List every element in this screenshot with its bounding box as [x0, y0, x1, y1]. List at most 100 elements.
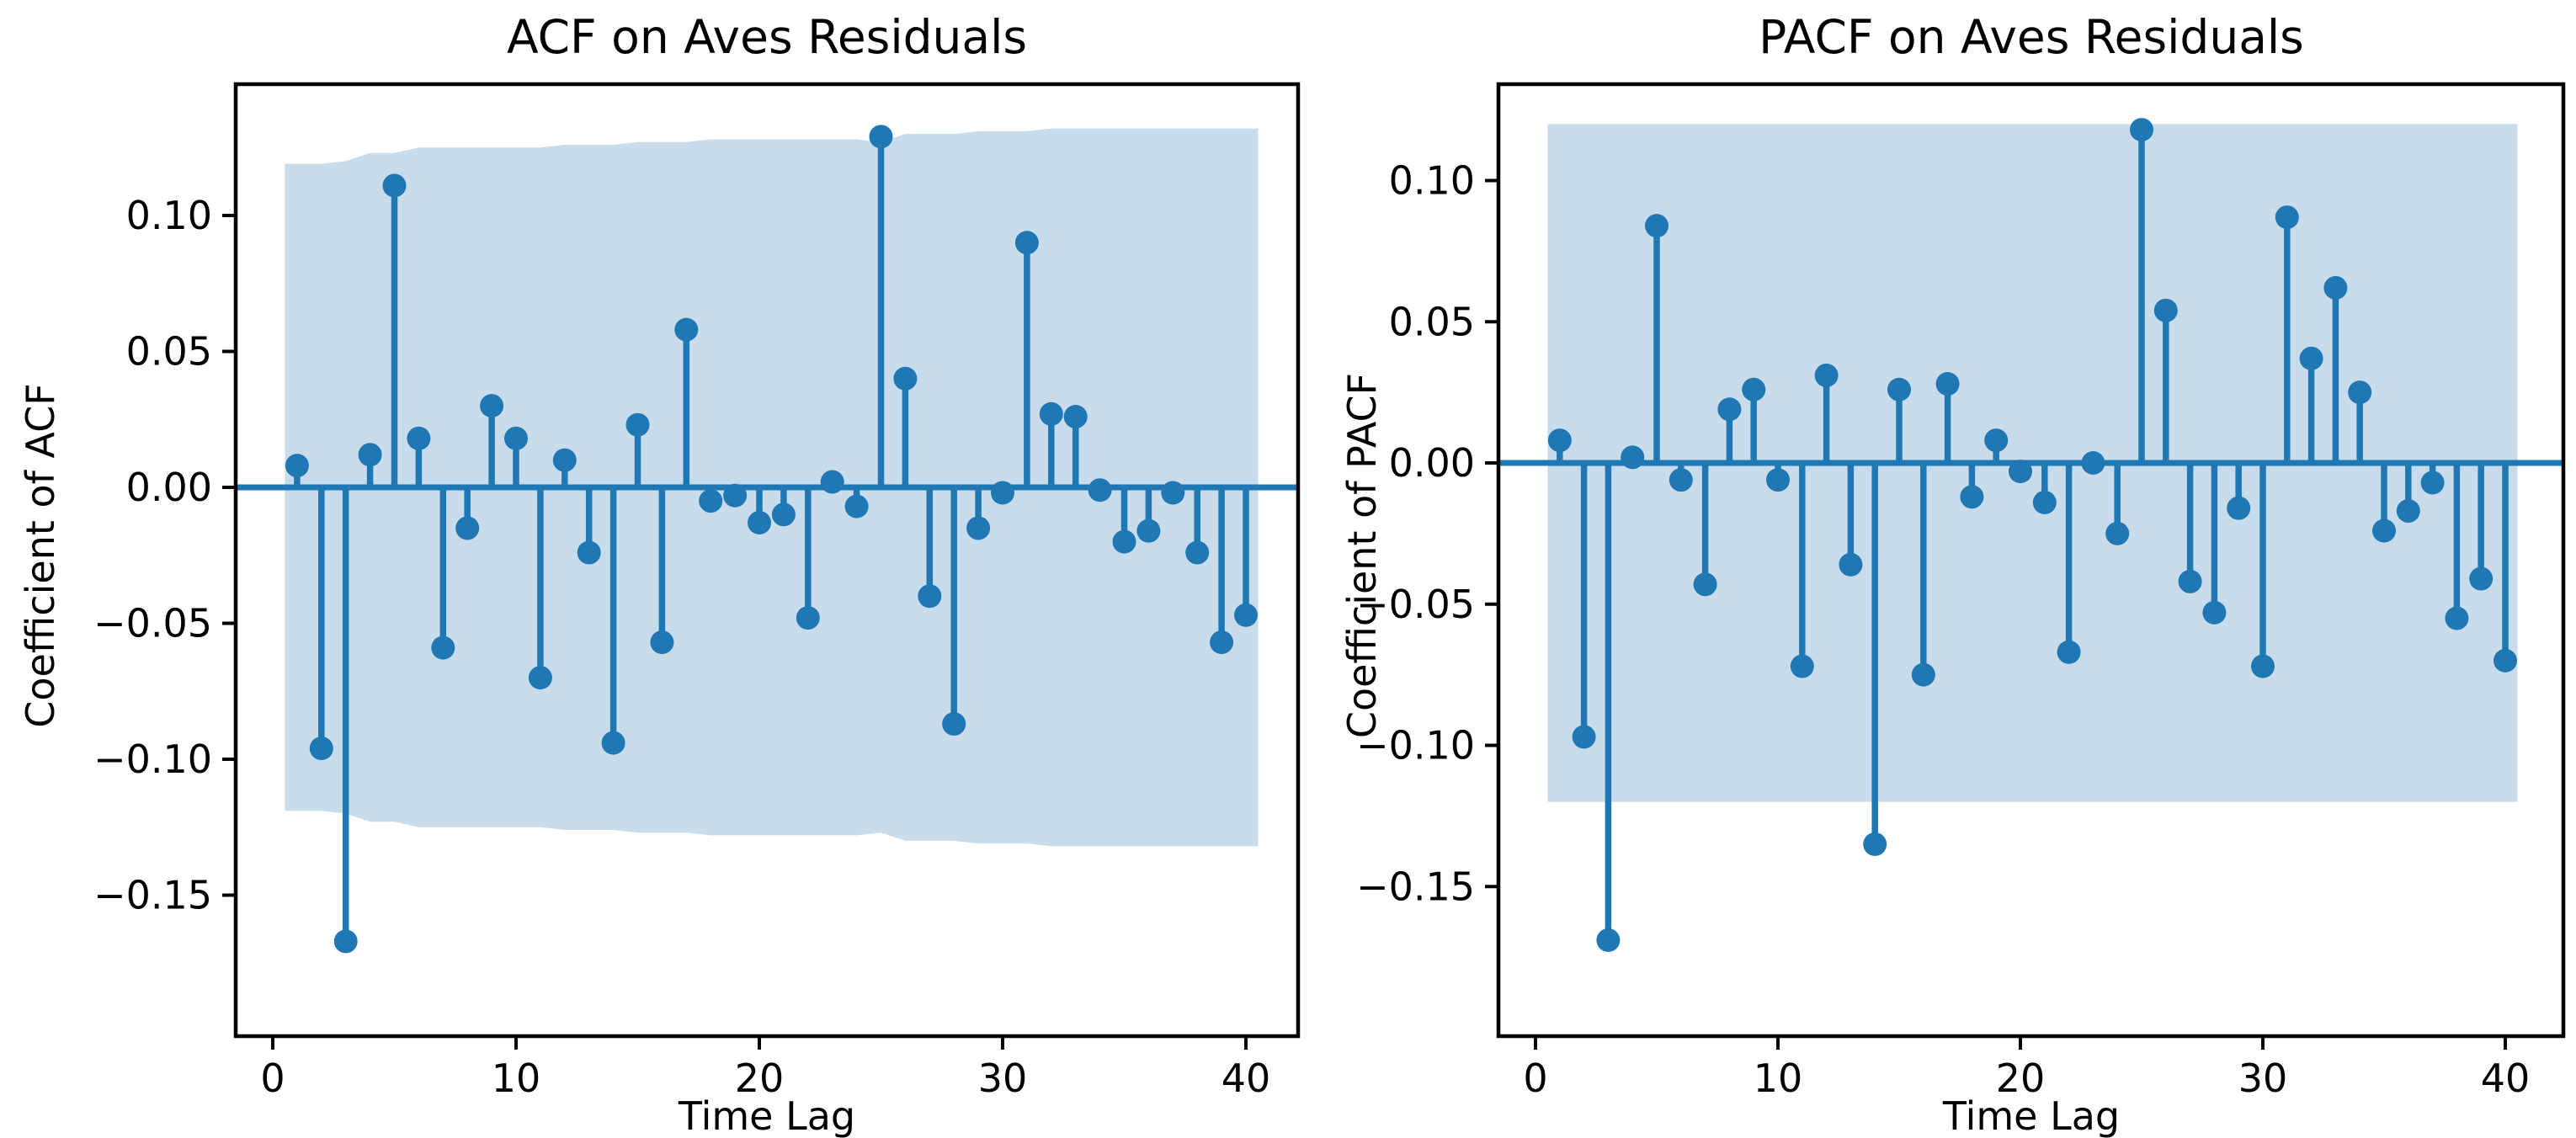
stem-dot: [2275, 205, 2299, 230]
stem-dot: [2153, 298, 2178, 322]
stem-dot: [1814, 363, 1839, 387]
stem-dot: [820, 470, 844, 494]
stem-dot: [2009, 460, 2032, 484]
stem-dot: [2057, 640, 2081, 664]
stem-dot: [1014, 231, 1039, 255]
x-tick-label: 0: [1523, 1056, 1547, 1101]
y-tick-label: 0.05: [1389, 299, 1475, 344]
x-tick-label: 20: [735, 1056, 785, 1101]
pacf-x-axis-label: Time Lag: [1942, 1093, 2121, 1138]
y-tick-label: −0.10: [93, 737, 212, 782]
stem-dot: [431, 635, 455, 660]
pacf-y-axis-label: Coefficient of PACF: [1339, 372, 1385, 739]
y-tick-label: −0.05: [93, 601, 212, 646]
stem-dot: [1790, 654, 1814, 678]
stem-dot: [2323, 275, 2348, 300]
stem-dot: [1088, 478, 1112, 503]
stem-dot: [2420, 471, 2445, 495]
axes-spines: [233, 82, 1301, 1039]
stem-dot: [1766, 468, 1790, 492]
stem-dot: [333, 929, 358, 954]
x-tick-label: 40: [2481, 1056, 2531, 1101]
stem-dot: [1645, 214, 1669, 238]
stem-dot: [723, 483, 748, 508]
stem-dot: [1112, 529, 1136, 554]
stem-dot: [1935, 372, 1960, 396]
stem-dot: [1911, 662, 1935, 687]
y-tick-label: −0.05: [1356, 582, 1475, 627]
stem-dot: [1669, 468, 1693, 492]
stem-dot: [1185, 540, 1210, 565]
stem-dot: [1621, 445, 1645, 470]
axes-spines: [1496, 82, 2566, 1039]
stem-dot: [2299, 346, 2323, 370]
y-tick-label: −0.15: [93, 873, 212, 918]
stem-dot: [699, 489, 723, 513]
stem-dot: [2251, 654, 2275, 678]
x-tick-label: 10: [1754, 1056, 1803, 1101]
stem-dot: [552, 448, 577, 472]
stem-dot: [504, 426, 528, 450]
stem-dot: [2130, 118, 2153, 142]
stem-dot: [966, 516, 991, 540]
stem-dot: [893, 366, 918, 391]
stem-dot: [1960, 485, 1984, 509]
stem-dot: [2227, 496, 2251, 520]
stem-dot: [1717, 397, 1742, 422]
stem-dot: [1572, 725, 1596, 749]
stem-dot: [2372, 518, 2396, 543]
stem-dot: [382, 173, 407, 198]
stem-dot: [1136, 518, 1161, 543]
stem-dot: [2445, 606, 2469, 630]
x-tick-label: 30: [978, 1056, 1028, 1101]
stem-dot: [2348, 380, 2372, 405]
stem-dot: [1547, 428, 1572, 453]
stem-dot: [358, 443, 382, 467]
stem-dot: [1063, 405, 1088, 429]
stem-dot: [1039, 401, 1063, 426]
stems: [285, 125, 1258, 954]
stem-dot: [1887, 377, 1911, 401]
stem-dot: [1161, 481, 1185, 505]
x-tick-label: 30: [2238, 1056, 2288, 1101]
y-tick-label: 0.10: [1389, 158, 1475, 204]
stem-dot: [601, 731, 625, 755]
stem-dot: [2032, 490, 2057, 514]
stem-dot: [1693, 572, 1717, 597]
stem-dot: [2178, 569, 2202, 593]
stem-dot: [942, 712, 966, 737]
stem-dot: [407, 426, 431, 450]
stem-dot: [1863, 832, 1887, 856]
stem-dot: [771, 503, 796, 527]
y-tick-label: −0.10: [1356, 723, 1475, 768]
acf-title: ACF on Aves Residuals: [506, 10, 1028, 64]
stem-dot: [2494, 648, 2517, 673]
stem-dot: [1596, 928, 1621, 952]
stem-dot: [650, 630, 674, 655]
stem-dot: [2396, 499, 2420, 524]
x-tick-label: 20: [1996, 1056, 2046, 1101]
stem-dot: [577, 540, 601, 565]
stem-dot: [1742, 377, 1766, 401]
y-tick-label: −0.15: [1356, 864, 1475, 909]
pacf-plot: 0 10 20 30 40 0.10 0.05 0.00 −0.05 −0.10 −0.15: [1356, 82, 2566, 1101]
x-tick-label: 40: [1221, 1056, 1271, 1101]
x-tick-label: 0: [260, 1056, 285, 1101]
y-tick-label: 0.00: [1389, 440, 1475, 486]
stem-dot: [869, 125, 893, 149]
stem-dot: [285, 454, 309, 478]
stem-dot: [1984, 428, 2009, 453]
y-tick-label: 0.10: [126, 193, 212, 238]
stems: [1547, 118, 2517, 952]
stem-dot: [625, 412, 650, 437]
stem-dot: [309, 737, 333, 761]
pacf-title: PACF on Aves Residuals: [1759, 10, 2304, 64]
stem-dot: [1210, 630, 1234, 655]
stem-dot: [2469, 566, 2494, 591]
x-tick-label: 10: [492, 1056, 541, 1101]
acf-plot: 0 10 20 30 40 0.10 0.05 0.00 −0.05 −0.10 −0.15: [93, 82, 1301, 1101]
acf-y-axis-label: Coefficient of ACF: [18, 383, 63, 728]
acf-x-axis-label: Time Lag: [678, 1093, 856, 1138]
